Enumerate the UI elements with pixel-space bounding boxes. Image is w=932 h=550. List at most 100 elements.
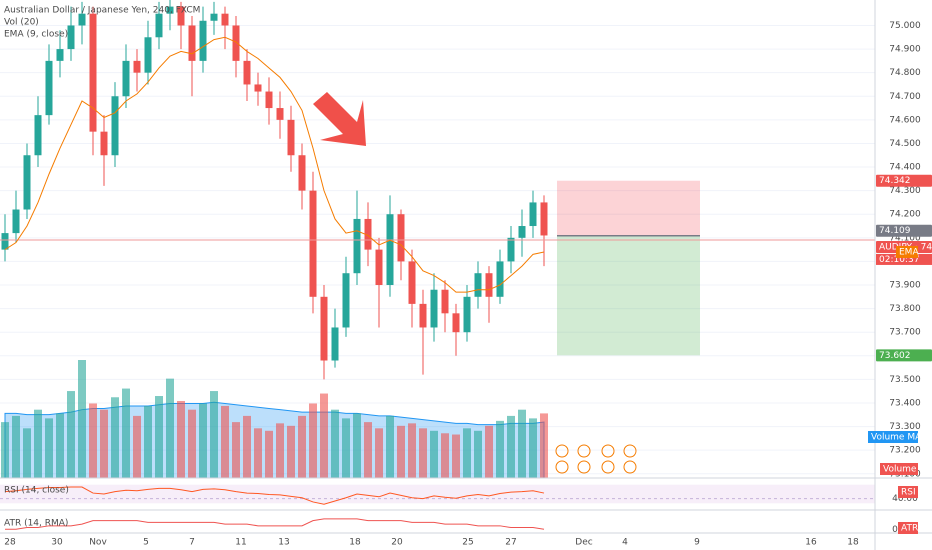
rsi-line (4, 486, 545, 505)
x-tick-label: 4 (622, 538, 628, 548)
volume-bar (144, 405, 152, 478)
volume-bar (56, 413, 64, 478)
x-tick-label: 27 (505, 538, 516, 548)
y-tick-label: 74.600 (889, 115, 921, 125)
volume-bar (507, 415, 515, 478)
indicator-tag-label: ATR (901, 524, 918, 534)
x-tick-label: 25 (462, 538, 473, 548)
volume-bar (463, 428, 471, 478)
candle-body (507, 237, 515, 262)
countdown-bg (876, 253, 932, 265)
candle-body (397, 214, 405, 262)
volume-bar (529, 418, 537, 478)
volume-bar (309, 403, 317, 478)
volume-bar (78, 360, 86, 478)
volume-bar (342, 418, 350, 478)
y-tick-label: 73.200 (889, 446, 921, 456)
price-tag (876, 174, 932, 187)
volume-bar (441, 433, 449, 478)
indicator-tag (898, 522, 918, 534)
indicator-tag (896, 245, 918, 258)
volume-bar (243, 415, 251, 478)
indicator-tag-label: EMA (899, 247, 919, 257)
volume-bar (188, 409, 196, 478)
y-tick-label: 73.500 (889, 375, 921, 385)
candle-body (474, 273, 482, 297)
x-tick-label: Nov (89, 538, 107, 548)
candle-body (441, 289, 449, 314)
x-tick-label: Dec (575, 538, 592, 548)
volume-bar (166, 378, 174, 478)
volume-bar (221, 405, 229, 478)
overlays: 40.000.200 (0, 36, 918, 535)
indicator-label: EMA (9, close) (4, 30, 68, 40)
indicator-tag-label: RSI (901, 488, 916, 498)
volume-bar (353, 413, 361, 478)
candle-body (518, 226, 526, 238)
candle-body (276, 108, 284, 120)
event-icons[interactable] (555, 444, 637, 474)
stop-zone (557, 180, 700, 236)
x-tick-label: 18 (847, 538, 859, 548)
candle-body (188, 25, 196, 61)
candle-body (232, 25, 240, 61)
candle-body (485, 273, 493, 297)
y-tick-label: 73.700 (889, 328, 921, 338)
volume-bar (177, 400, 185, 478)
volume-bar (111, 397, 119, 478)
x-tick-label: 30 (51, 538, 63, 548)
indicator-label: Vol (20) (4, 18, 39, 28)
x-tick-label: 16 (805, 538, 817, 548)
countdown: 02:10:37 (879, 255, 919, 265)
candle-body (199, 20, 207, 61)
position-tool[interactable] (557, 180, 700, 356)
candle-body (287, 119, 295, 156)
arrow-annotation[interactable] (313, 92, 366, 146)
volume-bar (320, 393, 328, 478)
candle-body (45, 60, 53, 116)
volume-bar (298, 415, 306, 478)
price-tag (876, 349, 932, 362)
ema-line (4, 36, 545, 293)
candle-body (364, 218, 372, 250)
x-tick-label: 18 (349, 538, 361, 548)
candle-body (67, 25, 75, 50)
volume-bar (540, 413, 548, 478)
volume-bar (155, 396, 163, 478)
candle-body (78, 13, 86, 26)
rsi-band (0, 484, 875, 504)
indicator-tag (898, 486, 918, 498)
x-tick-label: 11 (235, 538, 246, 548)
volume-bar (397, 425, 405, 478)
volume-bar (67, 391, 75, 478)
volume-bar (210, 391, 218, 478)
volume-bar (12, 415, 20, 478)
candle-body (177, 6, 185, 26)
volume-bar (386, 415, 394, 478)
candle-body (89, 13, 97, 132)
volume-bar (496, 420, 504, 478)
volume-bar (419, 428, 427, 478)
volume-bar (331, 409, 339, 478)
candle-body (320, 296, 328, 361)
y-tick-label: 73.900 (889, 281, 921, 291)
candle-body (111, 96, 119, 156)
volume-bar (23, 428, 31, 478)
candle-body (122, 60, 130, 97)
candle-body (375, 249, 383, 286)
target-zone (557, 235, 700, 356)
candle-body (1, 233, 9, 250)
volume-bar (276, 423, 284, 478)
candle-body (56, 49, 64, 61)
price-tag-label: 74.342 (879, 176, 911, 186)
volume-bar (287, 425, 295, 478)
candle-body (408, 261, 416, 304)
volume-bar (34, 409, 42, 478)
volume-bar (254, 428, 262, 478)
x-tick-label: 28 (4, 538, 16, 548)
candles (1, 0, 548, 380)
y-tick-label: 75.000 (889, 21, 921, 31)
y-tick-label: 73.300 (889, 422, 921, 432)
volume-bar (89, 403, 97, 478)
